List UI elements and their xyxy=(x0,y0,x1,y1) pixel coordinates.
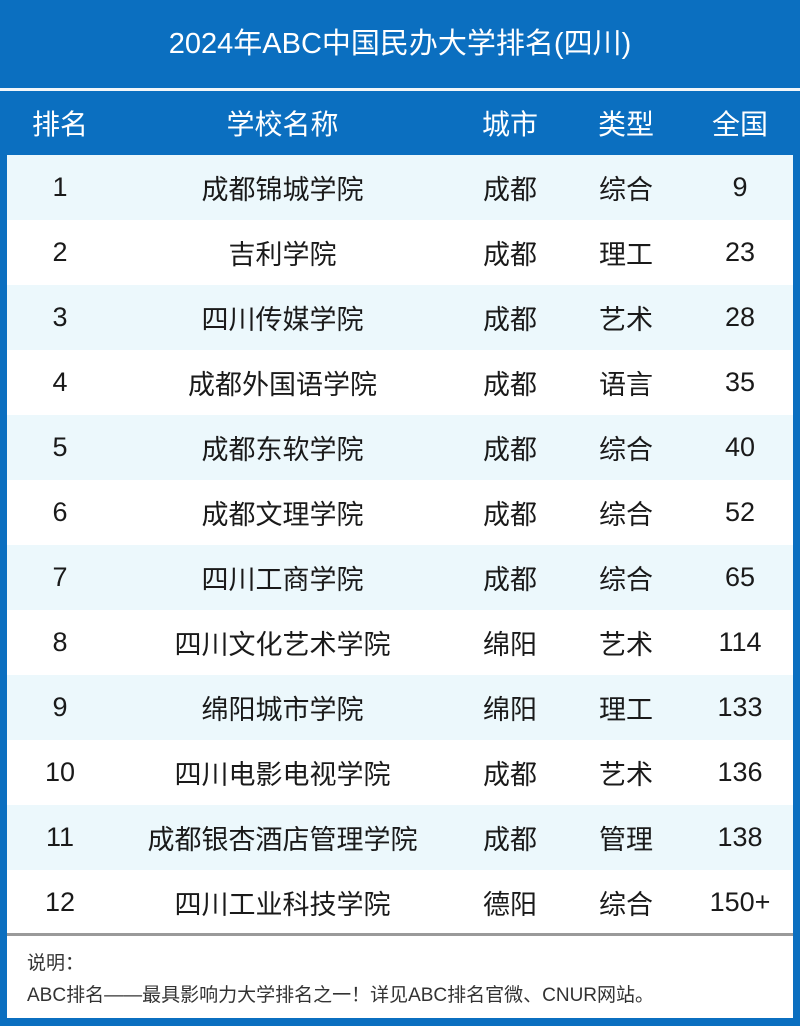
cell-city: 成都 xyxy=(483,435,537,465)
cell-school: 四川工业科技学院 xyxy=(174,890,391,920)
cell-type: 艺术 xyxy=(599,760,653,790)
cell-national: 40 xyxy=(724,432,756,462)
cell-city: 成都 xyxy=(483,370,537,400)
table-header: 排名 学校名称 城市 类型 全国 xyxy=(0,91,800,154)
cell-national: 28 xyxy=(724,302,756,332)
table-row: 7 四川工商学院 成都 综合 65 xyxy=(7,545,793,610)
footer-note: 说明： ABC排名——最具影响力大学排名之一！详见ABC排名官微、CNUR网站。 xyxy=(7,936,793,1018)
cell-national: 114 xyxy=(718,627,762,657)
cell-type: 综合 xyxy=(599,435,653,465)
cell-type: 综合 xyxy=(599,175,653,205)
cell-city: 成都 xyxy=(483,760,537,790)
cell-national: 52 xyxy=(724,497,756,527)
table-row: 11 成都银杏酒店管理学院 成都 管理 138 xyxy=(7,805,793,870)
cell-type: 语言 xyxy=(599,370,653,400)
cell-rank: 11 xyxy=(45,822,75,852)
cell-city: 成都 xyxy=(483,565,537,595)
cell-city: 成都 xyxy=(483,825,537,855)
cell-national: 35 xyxy=(724,367,756,397)
cell-rank: 6 xyxy=(52,497,68,527)
cell-rank: 1 xyxy=(52,172,68,202)
cell-rank: 10 xyxy=(44,757,76,787)
cell-school: 四川传媒学院 xyxy=(201,305,364,335)
footer-text: ABC排名——最具影响力大学排名之一！详见ABC排名官微、CNUR网站。 xyxy=(27,985,655,1006)
divider xyxy=(0,88,800,91)
table-row: 3 四川传媒学院 成都 艺术 28 xyxy=(7,285,793,350)
table-row: 12 四川工业科技学院 德阳 综合 150+ xyxy=(7,870,793,935)
cell-national: 138 xyxy=(717,822,763,852)
header-type: 类型 xyxy=(597,108,654,140)
header-city: 城市 xyxy=(481,108,538,140)
table-body: 1 成都锦城学院 成都 综合 9 2 吉利学院 成都 理工 23 3 四川传媒学院 成都 艺术 28 4 成都外… xyxy=(7,155,793,935)
cell-city: 德阳 xyxy=(483,890,537,920)
cell-school: 成都银杏酒店管理学院 xyxy=(147,825,418,855)
cell-city: 绵阳 xyxy=(483,630,537,660)
cell-city: 成都 xyxy=(483,500,537,530)
cell-type: 综合 xyxy=(599,500,653,530)
cell-school: 成都文理学院 xyxy=(201,500,364,530)
cell-type: 理工 xyxy=(599,240,653,270)
cell-city: 成都 xyxy=(483,175,537,205)
cell-national: 133 xyxy=(717,692,763,722)
cell-city: 成都 xyxy=(483,305,537,335)
cell-rank: 2 xyxy=(52,237,68,267)
table-row: 6 成都文理学院 成都 综合 52 xyxy=(7,480,793,545)
cell-school: 成都东软学院 xyxy=(201,435,364,465)
table-row: 9 绵阳城市学院 绵阳 理工 133 xyxy=(7,675,793,740)
cell-school: 成都锦城学院 xyxy=(201,175,364,205)
cell-rank: 3 xyxy=(52,302,68,332)
header-school: 学校名称 xyxy=(226,108,339,140)
cell-national: 136 xyxy=(717,757,763,787)
table-row: 8 四川文化艺术学院 绵阳 艺术 114 xyxy=(7,610,793,675)
header-national: 全国 xyxy=(711,108,768,140)
footer-label: 说明： xyxy=(27,953,85,974)
divider xyxy=(7,933,793,936)
cell-rank: 12 xyxy=(44,887,76,917)
header-rank: 排名 xyxy=(31,108,88,140)
table-row: 10 四川电影电视学院 成都 艺术 136 xyxy=(7,740,793,805)
table-row: 4 成都外国语学院 成都 语言 35 xyxy=(7,350,793,415)
cell-school: 吉利学院 xyxy=(228,240,337,270)
cell-city: 成都 xyxy=(483,240,537,270)
cell-type: 艺术 xyxy=(599,305,653,335)
cell-type: 理工 xyxy=(599,695,653,725)
table-row: 5 成都东软学院 成都 综合 40 xyxy=(7,415,793,480)
cell-school: 绵阳城市学院 xyxy=(201,695,364,725)
cell-type: 管理 xyxy=(599,825,653,855)
cell-type: 艺术 xyxy=(599,630,653,660)
cell-national: 9 xyxy=(732,172,748,202)
cell-city: 绵阳 xyxy=(483,695,537,725)
cell-rank: 7 xyxy=(52,562,68,592)
cell-rank: 4 xyxy=(52,367,68,397)
cell-rank: 5 xyxy=(52,432,68,462)
cell-national: 150+ xyxy=(709,887,771,917)
cell-school: 四川电影电视学院 xyxy=(174,760,391,790)
page-title: 2024年ABC中国民办大学排名(四川) xyxy=(168,28,632,60)
cell-national: 23 xyxy=(724,237,756,267)
cell-school: 四川文化艺术学院 xyxy=(174,630,391,660)
table-row: 1 成都锦城学院 成都 综合 9 xyxy=(7,155,793,220)
cell-national: 65 xyxy=(724,562,756,592)
cell-type: 综合 xyxy=(599,565,653,595)
table-row: 2 吉利学院 成都 理工 23 xyxy=(7,220,793,285)
cell-rank: 8 xyxy=(52,627,68,657)
cell-school: 成都外国语学院 xyxy=(188,370,377,400)
cell-rank: 9 xyxy=(52,692,68,722)
cell-type: 综合 xyxy=(599,890,653,920)
cell-school: 四川工商学院 xyxy=(201,565,364,595)
